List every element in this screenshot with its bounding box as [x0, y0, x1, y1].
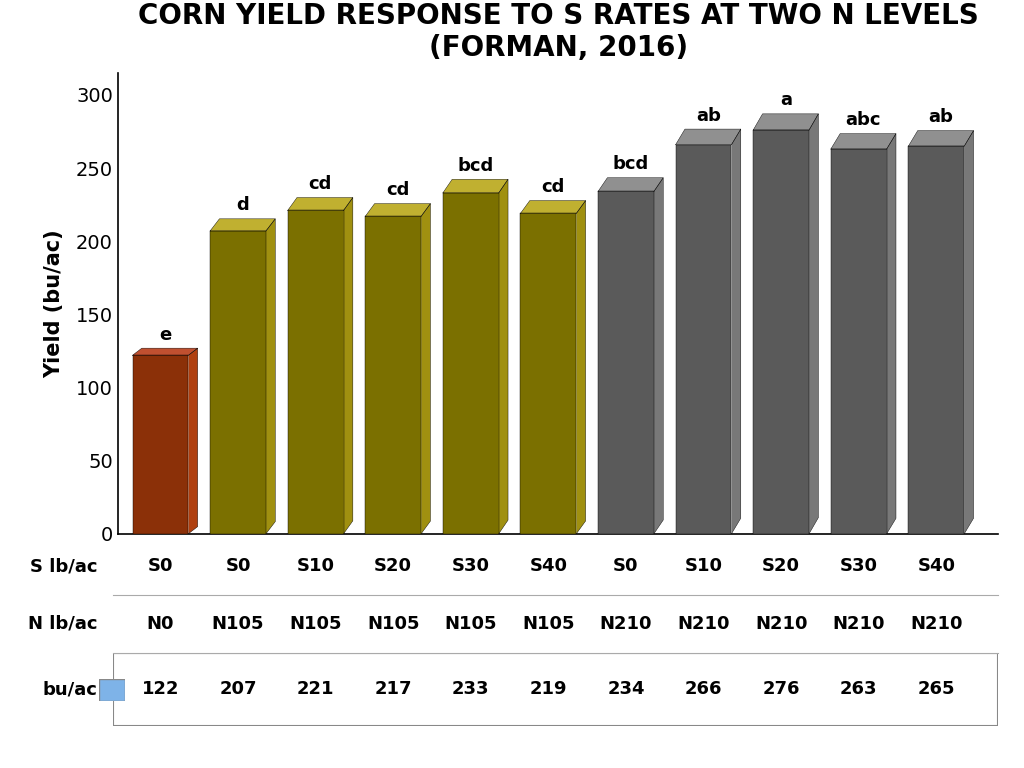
Text: ab: ab — [929, 108, 953, 126]
Text: bcd: bcd — [612, 155, 649, 174]
Text: N105: N105 — [290, 615, 342, 633]
Polygon shape — [809, 114, 818, 534]
Bar — [598, 191, 654, 534]
Polygon shape — [731, 129, 740, 534]
Text: S40: S40 — [529, 558, 567, 575]
Text: 122: 122 — [141, 680, 179, 698]
FancyBboxPatch shape — [113, 653, 998, 726]
Text: 263: 263 — [840, 680, 878, 698]
Text: S20: S20 — [762, 558, 800, 575]
Polygon shape — [887, 134, 896, 534]
Text: 219: 219 — [529, 680, 567, 698]
Text: bcd: bcd — [458, 157, 494, 175]
Bar — [442, 193, 499, 534]
Bar — [676, 144, 731, 534]
Text: S0: S0 — [613, 558, 639, 575]
Text: 276: 276 — [763, 680, 800, 698]
Text: S10: S10 — [685, 558, 723, 575]
Text: 234: 234 — [607, 680, 645, 698]
Y-axis label: Yield (bu/ac): Yield (bu/ac) — [45, 229, 65, 378]
Polygon shape — [442, 179, 508, 193]
Text: ab: ab — [695, 107, 721, 124]
Text: N210: N210 — [910, 615, 963, 633]
Text: N210: N210 — [600, 615, 652, 633]
Text: e: e — [159, 326, 171, 344]
Text: N105: N105 — [367, 615, 420, 633]
Text: 221: 221 — [297, 680, 335, 698]
Text: S0: S0 — [225, 558, 251, 575]
Polygon shape — [266, 219, 275, 534]
Bar — [288, 210, 343, 534]
Polygon shape — [908, 131, 974, 146]
Text: N105: N105 — [444, 615, 497, 633]
Text: S lb/ac: S lb/ac — [30, 558, 97, 575]
Bar — [132, 356, 188, 534]
Text: S40: S40 — [918, 558, 955, 575]
Text: N0: N0 — [146, 615, 174, 633]
Polygon shape — [132, 348, 198, 356]
Text: N210: N210 — [677, 615, 730, 633]
Text: cd: cd — [308, 175, 332, 193]
Text: S10: S10 — [297, 558, 335, 575]
Text: cd: cd — [386, 181, 410, 199]
Text: a: a — [780, 91, 792, 110]
Polygon shape — [520, 200, 586, 214]
Text: N210: N210 — [833, 615, 885, 633]
Polygon shape — [654, 177, 664, 534]
Text: N210: N210 — [755, 615, 807, 633]
Polygon shape — [366, 204, 430, 217]
Text: d: d — [237, 197, 249, 214]
Text: N105: N105 — [522, 615, 574, 633]
Text: N lb/ac: N lb/ac — [28, 615, 97, 633]
Bar — [210, 231, 266, 534]
Text: S0: S0 — [147, 558, 173, 575]
Polygon shape — [676, 129, 740, 144]
Polygon shape — [343, 197, 353, 534]
Polygon shape — [210, 219, 275, 231]
Text: 266: 266 — [685, 680, 722, 698]
Text: 265: 265 — [918, 680, 955, 698]
Text: S30: S30 — [452, 558, 489, 575]
Bar — [908, 146, 965, 534]
Text: 233: 233 — [452, 680, 489, 698]
Bar — [754, 130, 809, 534]
Text: cd: cd — [542, 178, 564, 196]
Polygon shape — [577, 200, 586, 534]
Polygon shape — [598, 177, 664, 191]
Text: S20: S20 — [374, 558, 413, 575]
Bar — [520, 214, 577, 534]
Polygon shape — [188, 348, 198, 534]
Text: 207: 207 — [219, 680, 257, 698]
Text: S30: S30 — [840, 558, 878, 575]
Title: CORN YIELD RESPONSE TO S RATES AT TWO N LEVELS
(FORMAN, 2016): CORN YIELD RESPONSE TO S RATES AT TWO N … — [137, 2, 979, 62]
Text: 217: 217 — [375, 680, 412, 698]
Polygon shape — [754, 114, 818, 130]
Bar — [366, 217, 421, 534]
Text: N105: N105 — [212, 615, 264, 633]
Text: abc: abc — [846, 111, 881, 129]
Bar — [830, 149, 887, 534]
Polygon shape — [830, 134, 896, 149]
Polygon shape — [288, 197, 353, 210]
Polygon shape — [965, 131, 974, 534]
Polygon shape — [421, 204, 430, 534]
Text: bu/ac: bu/ac — [42, 680, 97, 698]
Polygon shape — [499, 179, 508, 534]
